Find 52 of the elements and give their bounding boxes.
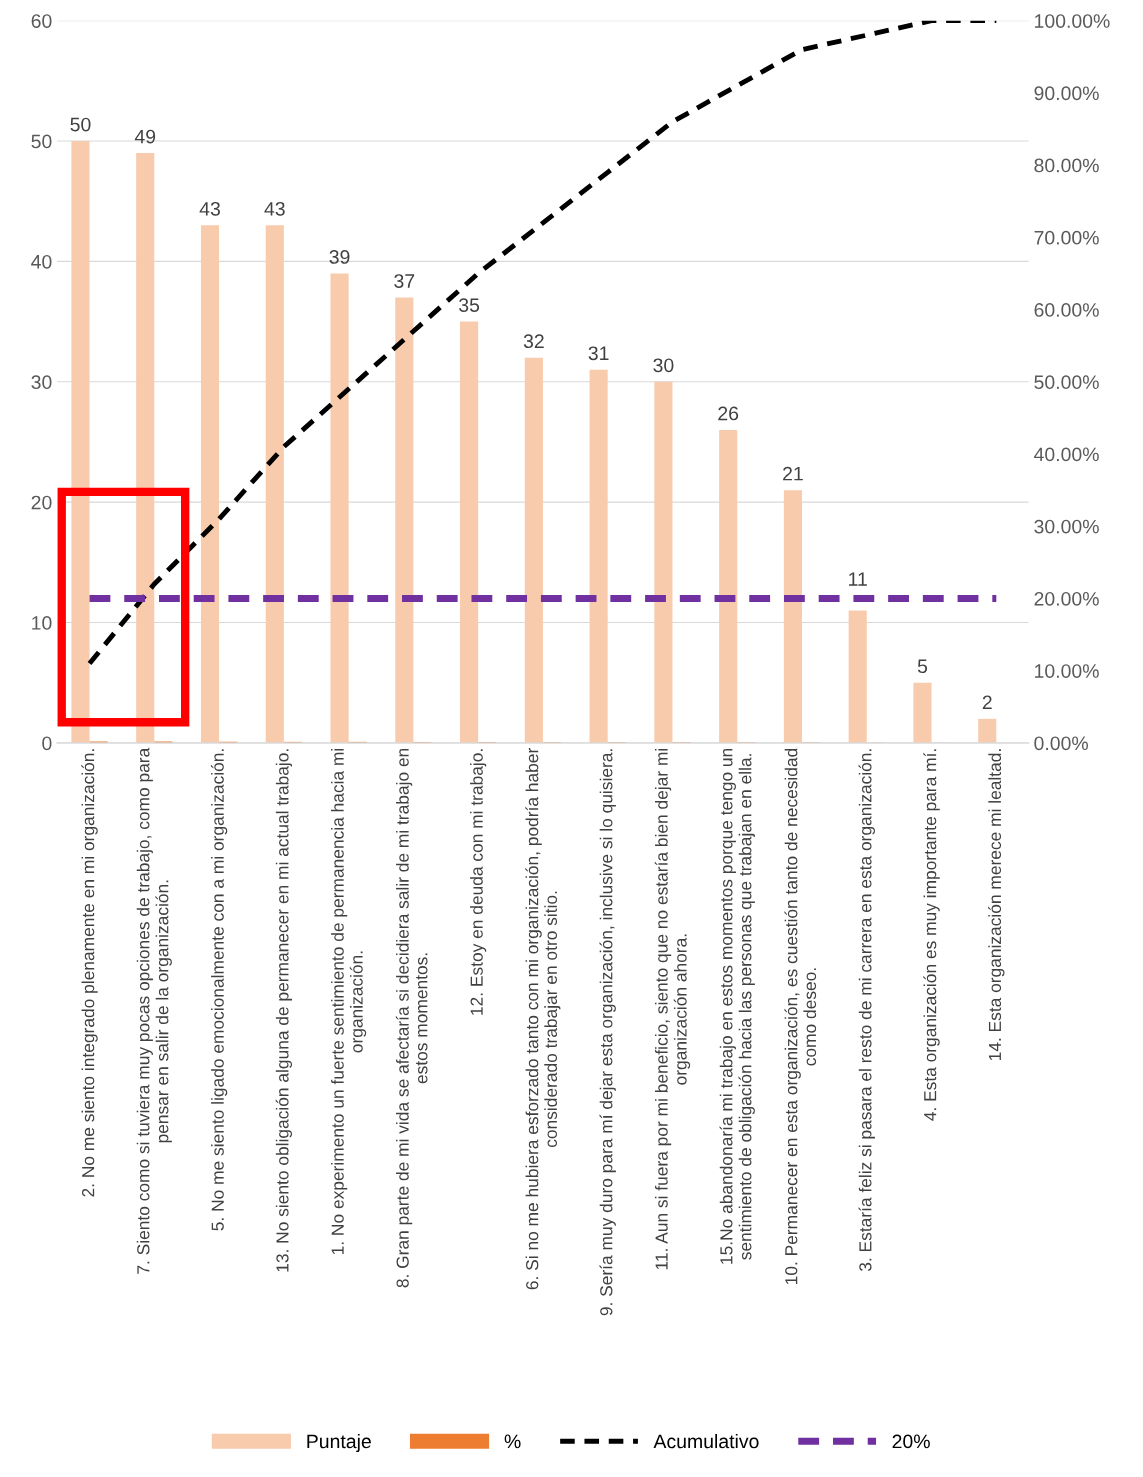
data-label: 2 [982, 695, 992, 710]
y2-tick-label: 30.00% [1034, 519, 1099, 534]
y2-tick-label: 0.00% [1034, 736, 1088, 751]
y-tick-label: 10 [32, 616, 52, 630]
y-tick-label: 60 [31, 14, 52, 28]
legend-label: 20% [892, 1434, 930, 1449]
legend-label: % [504, 1434, 521, 1449]
x-tick-label: 10. Permanecer en esta organización, es cuestión tanto de necesidad como deseo. [784, 748, 817, 1284]
x-tick-label: 9. Sería muy duro para mí dejar esta organización, inclusive si lo quisiera. [599, 749, 616, 1316]
x-tick-label: 11. Aun si fuera por mi beneficio, siento que no estaría bien dejar mi organización ahora. [654, 748, 691, 1270]
x-tick-label: 8. Gran parte de mi vida se afectaría si decidiera salir de mi trabajo en estos momentos. [395, 748, 428, 1288]
y2-tick-label: 90.00% [1034, 86, 1099, 101]
data-label: 26 [718, 406, 739, 421]
data-label: 49 [134, 129, 156, 144]
x-tick-label: 14. Esta organización merece mi lealtad. [988, 749, 1005, 1061]
y-tick-label: 0 [42, 736, 52, 751]
legend-label: Acumulativo [653, 1433, 759, 1449]
legend-label: Puntaje [307, 1433, 371, 1453]
y2-tick-label: 40.00% [1034, 447, 1099, 462]
x-tick-label: 1. No experimento un fuerte sentimiento de permanencia hacia mi organización. [331, 748, 367, 1255]
data-label: 5 [917, 659, 928, 674]
y2-tick-label: 50.00% [1034, 375, 1099, 390]
y2-tick-label: 100.00% [1035, 14, 1110, 28]
data-label: 43 [199, 201, 220, 216]
y2-tick-label: 70.00% [1034, 230, 1099, 245]
x-tick-label: 5. No me siento ligado emocionalmente con a mi organización. [210, 749, 228, 1231]
data-label: 11 [849, 572, 867, 586]
y2-tick-label: 10.00% [1035, 664, 1099, 678]
data-label: 21 [783, 466, 803, 481]
x-tick-label: 3. Estaría feliz si pasara el resto de mi carrera en esta organización. [858, 749, 875, 1272]
data-label: 39 [329, 250, 350, 264]
data-label: 37 [394, 274, 415, 288]
x-tick-label: 2. No me siento integrado plenamente en mi organización. [81, 749, 98, 1197]
data-label: 31 [588, 346, 609, 361]
y2-tick-label: 20.00% [1034, 591, 1099, 606]
data-label: 35 [459, 298, 480, 312]
y2-tick-label: 60.00% [1034, 303, 1099, 317]
x-tick-label: 6. Si no me hubiera esforzado tanto con mi organización, podría haber considerado trabajar en otro sitio. [525, 748, 561, 1290]
y-tick-label: 20 [31, 495, 52, 510]
data-label: 30 [653, 358, 674, 373]
x-tick-label: 13. No siento obligación alguna de permanecer en mi actual trabajo. [275, 749, 293, 1272]
data-label: 32 [523, 334, 544, 349]
data-label: 43 [264, 201, 285, 216]
y-tick-label: 30 [31, 375, 52, 390]
x-tick-label: 4. Esta organización es muy importante para mí. [923, 749, 940, 1121]
y-tick-label: 40 [31, 254, 52, 269]
x-tick-label: 15.No abandonaría mi trabajo en estos momentos porque tengo un sentimiento de obligación hacia las personas que trabajan en ella. [719, 748, 755, 1264]
x-tick-label: 7. Siento como si tuviera muy pocas opciones de trabajo, como para pensar en salir de la organización. [136, 747, 172, 1274]
y2-tick-label: 80.00% [1034, 158, 1099, 173]
data-label: 50 [70, 117, 91, 132]
x-tick-label: 12. Estoy en deuda con mi trabajo. [470, 749, 487, 1015]
y-tick-label: 50 [31, 134, 52, 149]
